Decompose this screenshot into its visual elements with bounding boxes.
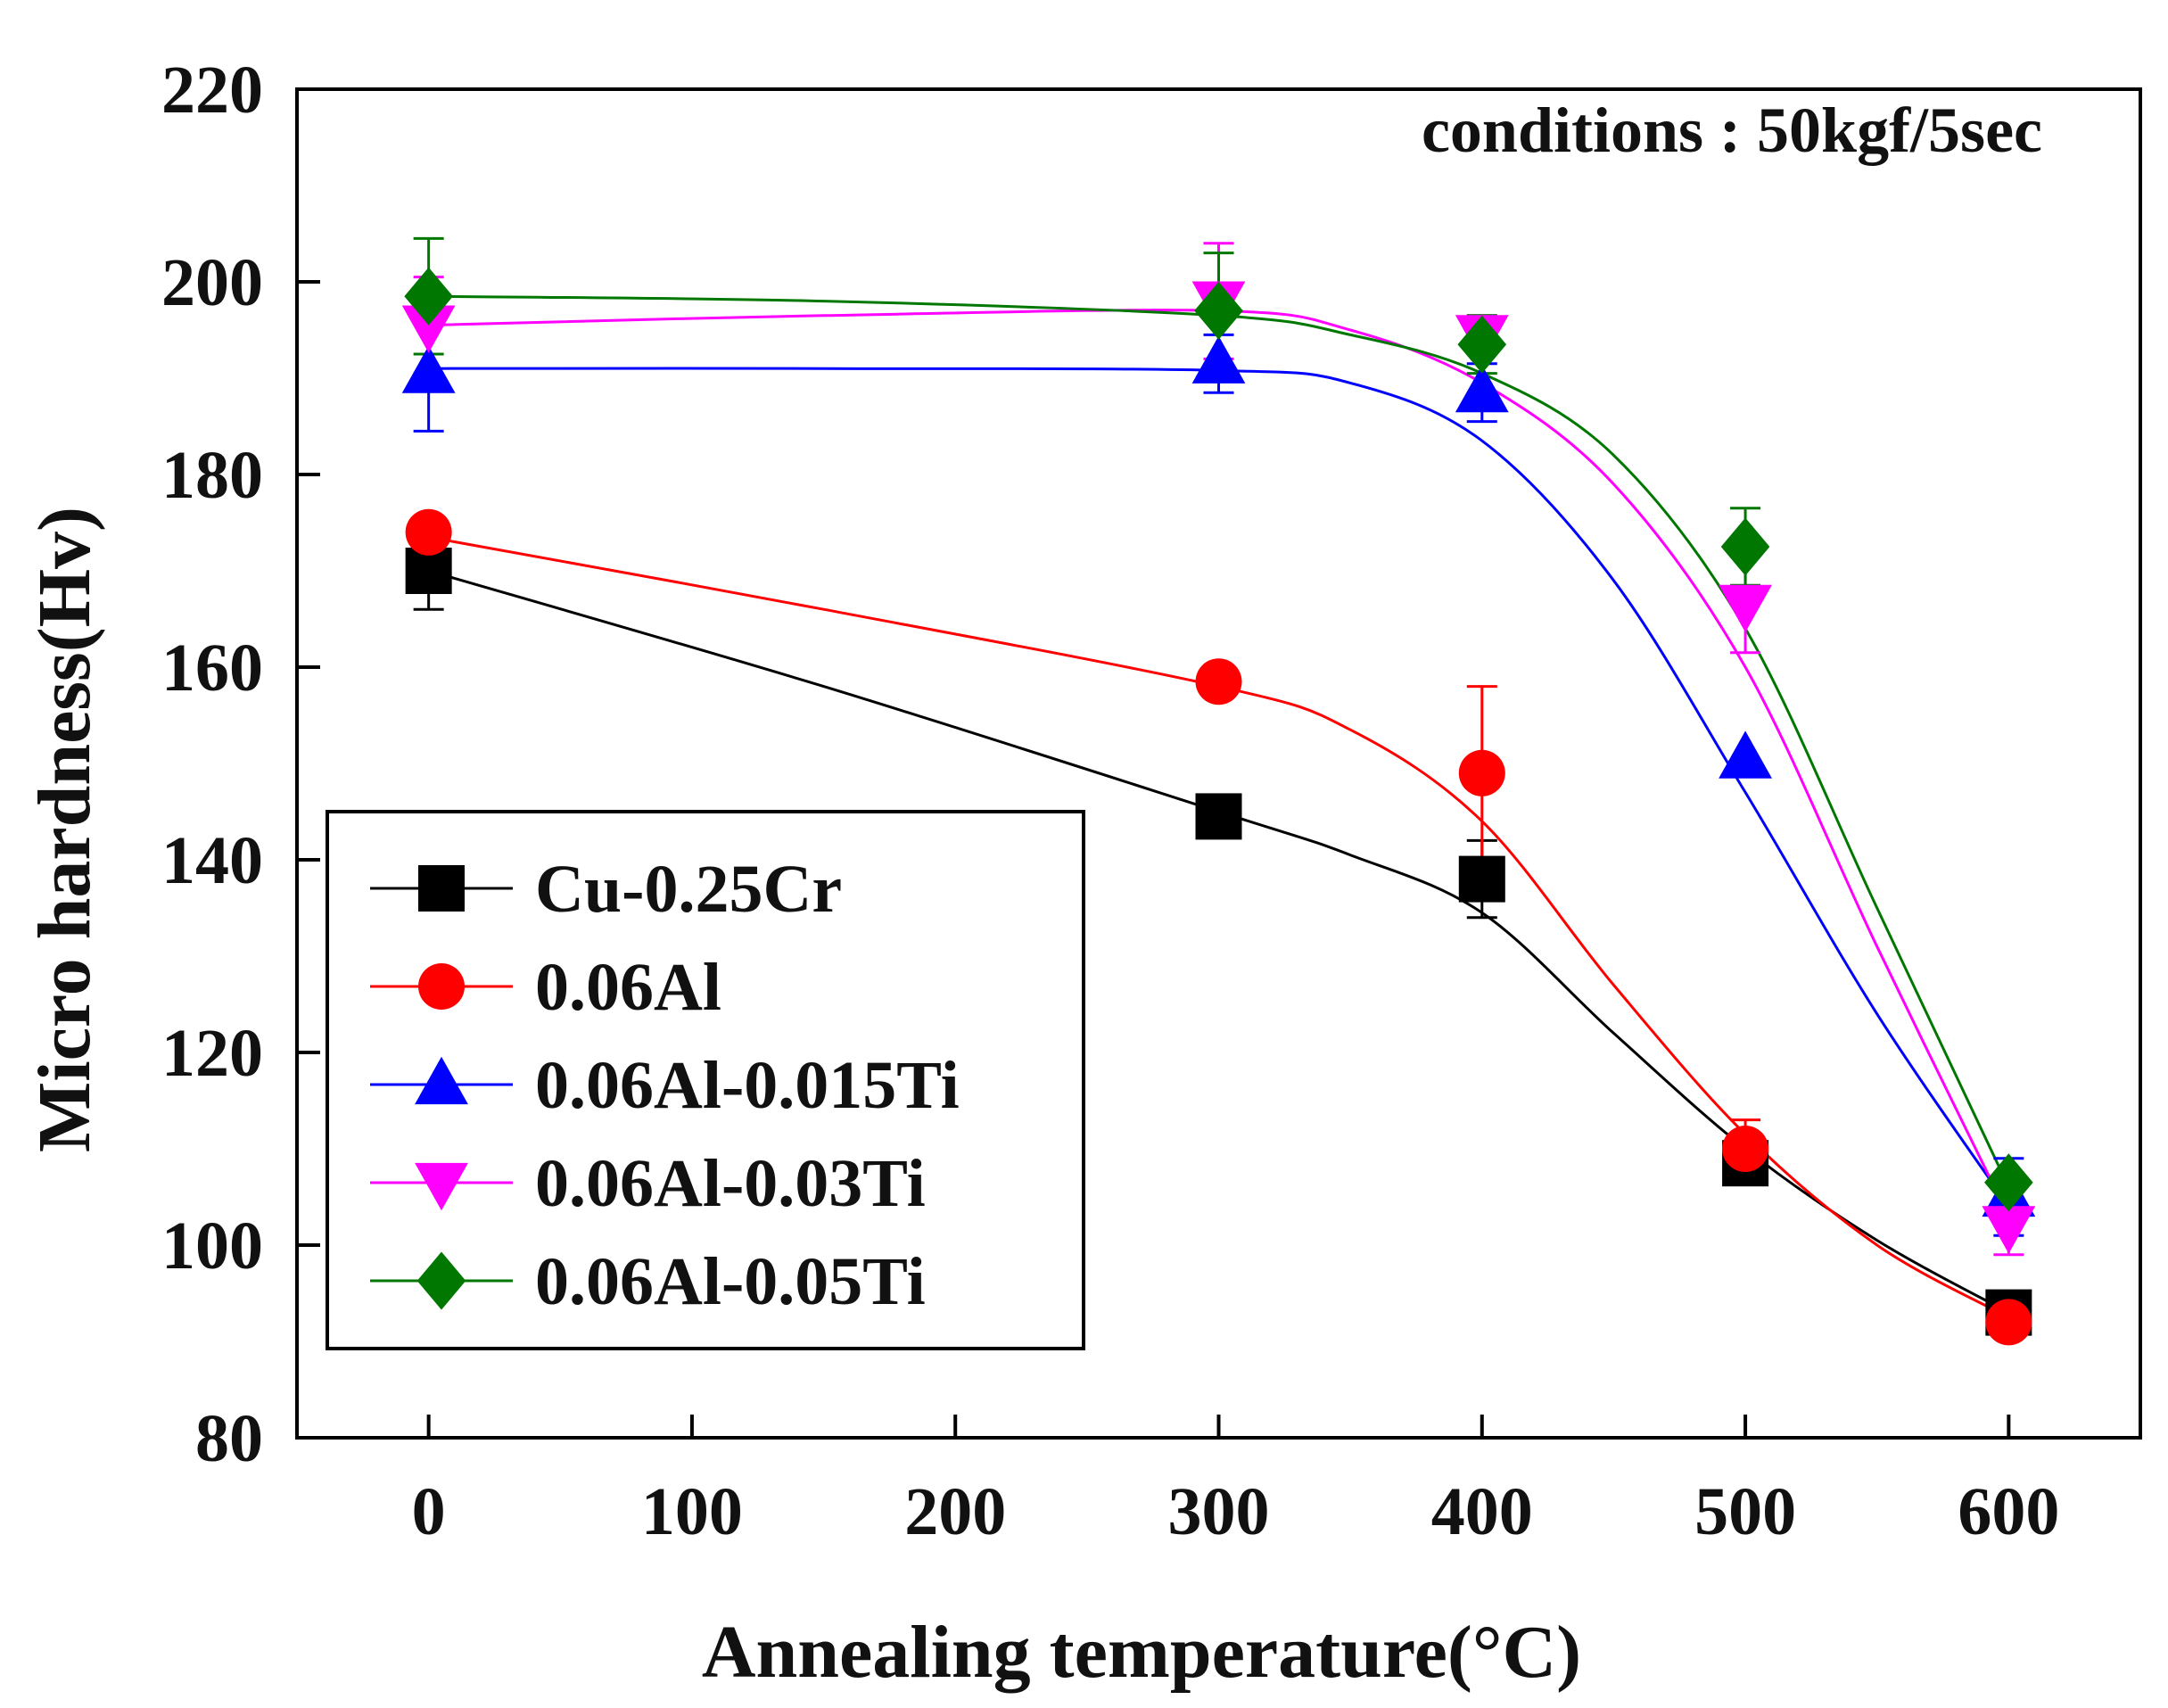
data-point-0-1 <box>1195 793 1242 840</box>
condition-annotation: conditions : 50kgf/5sec <box>1422 95 2042 166</box>
legend-label: 0.06Al <box>535 950 721 1025</box>
x-tick-label: 600 <box>1958 1474 2059 1549</box>
data-point-1-1 <box>1195 658 1242 705</box>
data-point-1-0 <box>405 508 452 556</box>
legend-marker <box>418 963 465 1010</box>
x-tick-label: 200 <box>904 1474 1006 1549</box>
data-point-3-0 <box>401 305 456 353</box>
legend-item: 0.06Al-0.05Ti <box>370 1244 926 1319</box>
series-line-1 <box>428 535 2010 1319</box>
series-line-0 <box>428 569 2010 1314</box>
data-point-2-3 <box>1719 730 1772 779</box>
data-point-0-2 <box>1458 855 1505 903</box>
data-point-4-2 <box>1457 315 1507 374</box>
y-axis-ticks: 80 100 120 140 160 180 200 220 <box>161 53 320 1476</box>
y-tick-label: 140 <box>161 823 263 898</box>
x-tick-label: 400 <box>1431 1474 1533 1549</box>
x-tick-label: 300 <box>1168 1474 1270 1549</box>
legend: Cu-0.25Cr 0.06Al 0.06Al-0.015Ti 0.06Al-0.03… <box>326 810 1085 1350</box>
data-point-3-3 <box>1719 584 1772 632</box>
y-tick-label: 160 <box>161 631 263 705</box>
data-point-1-4 <box>1985 1299 2032 1346</box>
x-tick-label: 0 <box>412 1474 446 1549</box>
legend-item: 0.06Al-0.015Ti <box>370 1048 960 1123</box>
data-point-4-0 <box>404 267 453 326</box>
data-point-2-2 <box>1455 365 1509 413</box>
data-point-1-2 <box>1458 749 1505 796</box>
data-point-2-0 <box>401 345 456 393</box>
y-tick-label: 100 <box>161 1209 263 1283</box>
legend-item: Cu-0.25Cr <box>370 852 842 927</box>
data-point-2-1 <box>1191 335 1246 384</box>
x-tick-label: 100 <box>641 1474 743 1549</box>
legend-marker <box>415 1162 468 1211</box>
legend-label: Cu-0.25Cr <box>535 852 842 927</box>
data-point-4-3 <box>1720 517 1770 576</box>
legend-marker <box>418 865 465 912</box>
legend-label: 0.06Al-0.03Ti <box>535 1146 926 1221</box>
x-axis-ticks: 0 100 200 300 400 500 600 <box>412 1415 2059 1549</box>
legend-marker <box>416 1251 466 1310</box>
data-markers <box>401 267 2036 1346</box>
legend-label: 0.06Al-0.05Ti <box>535 1244 926 1319</box>
data-point-4-4 <box>1984 1153 2033 1212</box>
x-tick-label: 500 <box>1694 1474 1796 1549</box>
series-line-2 <box>428 367 2010 1208</box>
y-tick-label: 180 <box>161 438 263 513</box>
x-axis-label: Annealing temperature(°C) <box>702 1611 1581 1694</box>
data-point-4-1 <box>1194 281 1243 340</box>
y-tick-label: 200 <box>161 245 263 320</box>
legend-item: 0.06Al-0.03Ti <box>370 1146 926 1221</box>
data-point-1-3 <box>1722 1126 1769 1172</box>
legend-label: 0.06Al-0.015Ti <box>535 1048 960 1123</box>
y-tick-label: 220 <box>161 53 263 128</box>
y-tick-label: 120 <box>161 1016 263 1091</box>
y-tick-label: 80 <box>195 1401 263 1476</box>
data-point-3-4 <box>1982 1206 2036 1254</box>
legend-item: 0.06Al <box>370 950 721 1025</box>
y-axis-label: Micro hardness(Hv) <box>23 507 106 1152</box>
legend-marker <box>415 1056 468 1105</box>
